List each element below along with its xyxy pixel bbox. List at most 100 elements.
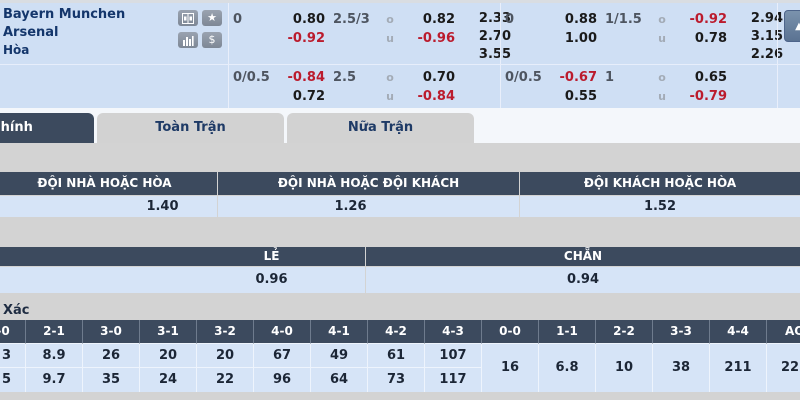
score-odds-away[interactable]: 117 [424, 368, 481, 392]
match-tracker-icon[interactable] [178, 10, 198, 26]
score-odds-away[interactable]: 73 [367, 368, 424, 392]
odds-value[interactable]: 3.55 [478, 47, 511, 62]
odds-value[interactable]: -0.92 [287, 31, 325, 46]
score-odds[interactable]: 38 [652, 344, 709, 392]
score-odds-home[interactable]: 20 [139, 344, 196, 368]
score-odds[interactable]: 6.8 [538, 344, 595, 392]
odd-even-header: LẺ [0, 247, 365, 266]
odds-value[interactable]: 0.65 [694, 70, 727, 85]
score-odds[interactable]: 16 [481, 344, 538, 392]
over-under-odds: 0.65 -0.79 [679, 68, 727, 106]
double-chance-headers: ĐỘI NHÀ HOẶC HÒA ĐỘI NHÀ HOẶC ĐỘI KHÁCH ĐỘ… [0, 172, 800, 195]
score-column: 3-1 20 24 [139, 320, 196, 392]
score-odds-away[interactable]: 24 [139, 368, 196, 392]
score-odds-home[interactable]: 3 [0, 344, 25, 368]
odds-value[interactable]: 3.15 [750, 29, 783, 44]
score-odds-home[interactable]: 8.9 [25, 344, 82, 368]
score-odds-home[interactable]: 20 [196, 344, 253, 368]
odds-value[interactable]: 0.78 [694, 31, 727, 46]
odd-even-odds[interactable]: 0.96 [0, 267, 365, 293]
odds-value[interactable]: -0.96 [417, 31, 455, 46]
odd-even-odds[interactable]: 0.94 [366, 267, 800, 293]
odds-value[interactable]: -0.79 [689, 89, 727, 104]
score-header-text: 2-1 [43, 324, 65, 338]
over-under-letter: u [658, 32, 666, 45]
score-header: 3-0 [82, 320, 139, 344]
full-time-main-line: 0 0.80 -0.92 2.5/3 o u 0.82 -0.96 2.33 2.70 3.55 [229, 3, 511, 64]
score-odds-home[interactable]: 49 [310, 344, 367, 368]
score-header: 4-2 [367, 320, 424, 344]
score-odds-away[interactable]: 5 [0, 368, 25, 392]
dollar-icon[interactable]: $ [202, 32, 222, 48]
handicap-label: 0/0.5 [233, 70, 270, 85]
score-header: 2-2 [595, 320, 652, 344]
score-column: 0-0 16 [481, 320, 538, 392]
score-column: 3-2 20 22 [196, 320, 253, 392]
tab-nữa-trận[interactable]: Nữa Trận [287, 113, 474, 143]
score-header-text: 1-1 [556, 324, 578, 338]
double-chance-odds[interactable]: 1.52 [520, 196, 800, 217]
score-header-text: 3-1 [157, 324, 179, 338]
odds-value[interactable]: 2.94 [750, 11, 783, 26]
score-odds-home[interactable]: 67 [253, 344, 310, 368]
score-column: 4-0 67 96 [253, 320, 310, 392]
odds-value[interactable]: 0.88 [564, 12, 597, 27]
odds-value[interactable]: 0.82 [422, 12, 455, 27]
odds-value[interactable]: -0.67 [559, 70, 597, 85]
goal-line-label: 2.5/3 [333, 12, 370, 27]
score-odds-away[interactable]: 35 [82, 368, 139, 392]
odd-even-table: LẺ CHẴN 0.96 0.94 [0, 247, 800, 293]
goal-line-label: 2.5 [333, 70, 357, 85]
odd-even-headers: LẺ CHẴN [0, 247, 800, 266]
score-header-text: 4-0 [271, 324, 293, 338]
tab-chính[interactable]: Chính [0, 113, 94, 143]
home-team-name: Bayern Munchen [3, 7, 126, 22]
favorite-star-icon[interactable]: ★ [202, 10, 222, 26]
score-odds-away[interactable]: 9.7 [25, 368, 82, 392]
odd-even-header: CHẴN [366, 247, 800, 266]
score-odds[interactable]: 10 [595, 344, 652, 392]
odds-value[interactable]: 1.00 [564, 31, 597, 46]
score-column: 2-0 35 [0, 320, 25, 392]
score-odds-away[interactable]: 22 [196, 368, 253, 392]
score-header: 1-1 [538, 320, 595, 344]
odds-value[interactable]: 0.55 [564, 89, 597, 104]
odds-value[interactable]: 0.80 [292, 12, 325, 27]
odds-value[interactable]: -0.92 [689, 12, 727, 27]
score-header: 4-0 [253, 320, 310, 344]
correct-score-title: Tỉ Số Chính Xác [0, 303, 30, 318]
score-odds[interactable]: 22 [766, 344, 800, 392]
tab-toàn-trận[interactable]: Toàn Trận [97, 113, 284, 143]
collapse-button[interactable]: ▲ [784, 10, 800, 42]
odds-value[interactable]: -0.84 [287, 70, 325, 85]
odds-value[interactable]: -0.84 [417, 89, 455, 104]
score-header: AOS [766, 320, 800, 344]
double-chance-header: ĐỘI NHÀ HOẶC ĐỘI KHÁCH [218, 172, 519, 195]
handicap-label: 0 [505, 12, 515, 27]
double-chance-odds[interactable]: 1.26 [218, 196, 519, 217]
over-under-odds: 0.82 -0.96 [407, 10, 455, 64]
score-odds-away[interactable]: 96 [253, 368, 310, 392]
goal-line-label: 1/1.5 [605, 12, 642, 27]
score-header-text: 4-4 [727, 324, 749, 338]
odds-value[interactable]: 2.33 [478, 11, 511, 26]
score-odds-home[interactable]: 26 [82, 344, 139, 368]
odds-value[interactable]: 0.70 [422, 70, 455, 85]
odds-value[interactable]: 0.72 [292, 89, 325, 104]
score-odds-home[interactable]: 107 [424, 344, 481, 368]
odds-value[interactable]: 2.26 [750, 47, 783, 62]
bar-chart-icon[interactable] [178, 32, 198, 48]
match-odds-panel: Bayern Munchen Arsenal Hòa ★ $ 0 0.80 -0.9… [0, 0, 800, 110]
score-odds-away[interactable]: 64 [310, 368, 367, 392]
over-under-odds: 0.70 -0.84 [407, 68, 455, 106]
score-odds[interactable]: 211 [709, 344, 766, 392]
score-odds-home[interactable]: 61 [367, 344, 424, 368]
double-chance-header-text: ĐỘI KHÁCH HOẶC HÒA [583, 176, 737, 190]
handicap-odds: 0.88 1.00 [551, 10, 597, 64]
odds-value[interactable]: 2.70 [478, 29, 511, 44]
double-chance-odds[interactable]: 1.40 [0, 196, 217, 217]
